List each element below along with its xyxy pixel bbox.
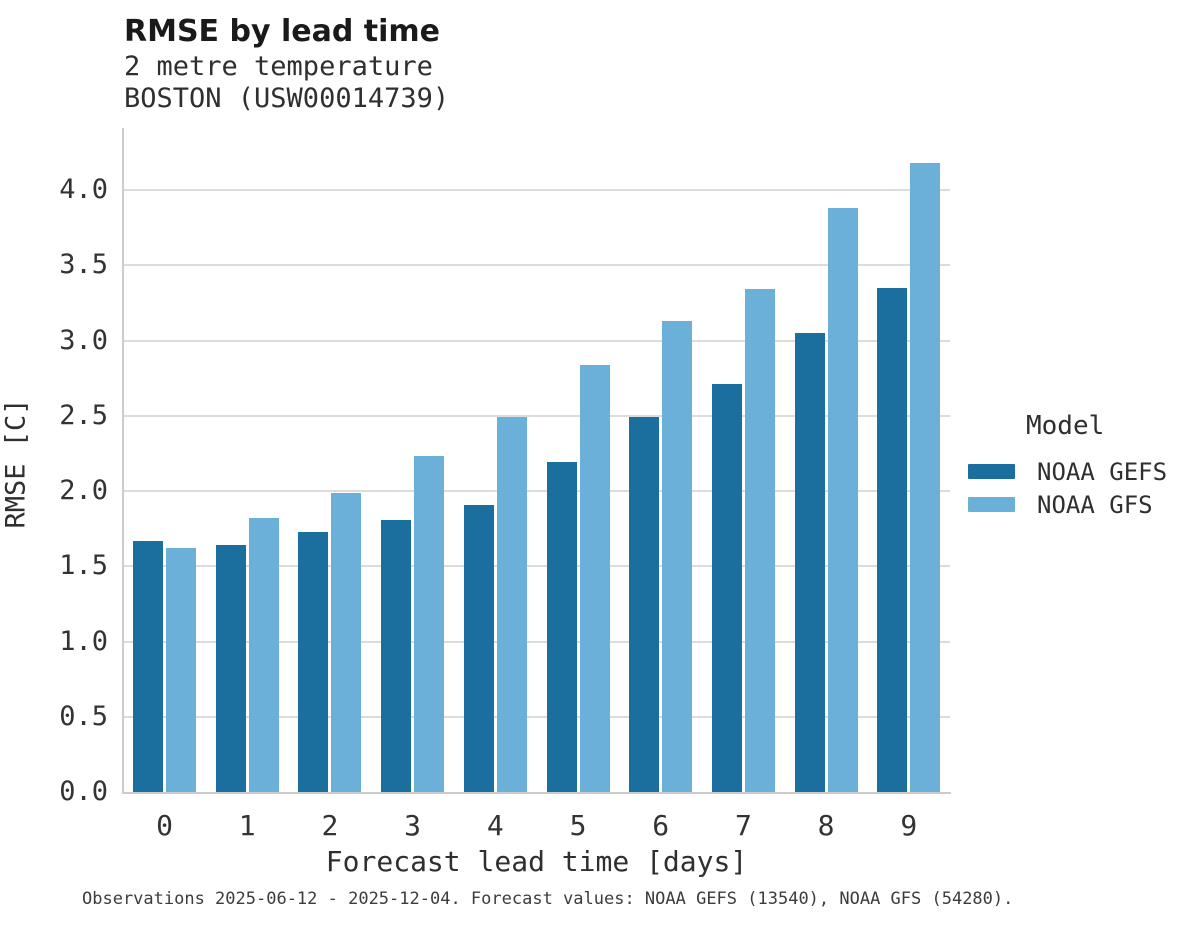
- legend-label: NOAA GFS: [1037, 490, 1153, 519]
- legend-swatch-gefs: [968, 464, 1015, 479]
- bar-noaa-gfs-day3: [414, 456, 445, 792]
- y-tick-label: 1.0: [59, 625, 108, 657]
- y-axis-spine: [122, 128, 124, 794]
- bar-noaa-gfs-day1: [248, 518, 279, 792]
- gridline-y-2.5: [123, 414, 950, 417]
- y-tick-label: 0.5: [59, 700, 108, 732]
- gridline-y-2.0: [123, 490, 950, 492]
- bar-noaa-gefs-day3: [381, 519, 412, 792]
- x-tick-label: 0: [156, 809, 173, 842]
- x-tick-label: 7: [734, 809, 752, 842]
- gridline-y-1.5: [123, 565, 950, 568]
- gridline-y-1.0: [123, 640, 950, 643]
- bar-noaa-gfs-day7: [744, 289, 775, 792]
- bar-noaa-gfs-day5: [579, 364, 610, 792]
- bar-noaa-gfs-day6: [662, 320, 693, 792]
- gridline-y-0.5: [123, 715, 950, 718]
- bar-noaa-gefs-day4: [463, 504, 494, 792]
- bar-noaa-gefs-day5: [546, 462, 577, 792]
- x-tick-label: 9: [900, 809, 918, 842]
- x-tick-label: 3: [404, 809, 422, 842]
- bar-noaa-gefs-day0: [133, 540, 163, 792]
- x-tick-label: 4: [486, 809, 504, 842]
- x-tick-label: 8: [817, 809, 835, 842]
- gridline-y-4.0: [123, 189, 950, 191]
- bar-noaa-gfs-day2: [331, 492, 362, 792]
- x-tick-label: 1: [238, 809, 256, 842]
- y-tick-label: 0.0: [59, 776, 108, 807]
- y-tick-label: 2.0: [59, 475, 108, 506]
- x-tick-label: 5: [569, 809, 587, 842]
- y-tick-label: 3.0: [59, 324, 108, 356]
- bar-noaa-gfs-day0: [166, 548, 196, 792]
- chart-subtitle-variable: 2 metre temperature: [124, 51, 433, 82]
- x-tick-label: 6: [652, 809, 670, 842]
- legend-swatch-gfs: [968, 497, 1015, 512]
- gridline-y-3.0: [123, 339, 950, 342]
- legend: Model NOAA GEFS NOAA GFS: [966, 411, 1188, 521]
- bar-noaa-gefs-day2: [298, 531, 329, 792]
- bar-noaa-gefs-day8: [794, 332, 825, 792]
- legend-title: Model: [1026, 411, 1105, 441]
- x-axis-spine: [122, 792, 951, 794]
- x-tick-label: 2: [321, 809, 339, 842]
- chart-subtitle-station: BOSTON (USW00014739): [124, 83, 450, 114]
- legend-label: NOAA GEFS: [1037, 457, 1168, 486]
- bar-noaa-gfs-day8: [827, 208, 858, 792]
- bar-noaa-gfs-day9: [910, 162, 941, 792]
- bar-noaa-gefs-day6: [629, 417, 660, 792]
- y-tick-label: 4.0: [59, 174, 108, 205]
- chart-title: RMSE by lead time: [124, 14, 440, 49]
- legend-item-noaa-gfs: NOAA GFS: [966, 488, 1188, 521]
- gridline-y-3.5: [123, 264, 950, 267]
- bar-noaa-gefs-day9: [877, 287, 908, 792]
- y-tick-label: 3.5: [59, 249, 108, 281]
- caption: Observations 2025-06-12 - 2025-12-04. Fo…: [82, 889, 1014, 909]
- bar-noaa-gfs-day4: [496, 417, 527, 792]
- bar-noaa-gefs-day1: [215, 545, 246, 792]
- y-tick-label: 1.5: [59, 550, 108, 582]
- y-tick-label: 2.5: [59, 399, 108, 431]
- legend-item-noaa-gefs: NOAA GEFS: [966, 455, 1188, 488]
- bar-noaa-gefs-day7: [711, 384, 742, 792]
- x-axis-title: Forecast lead time [days]: [325, 845, 748, 878]
